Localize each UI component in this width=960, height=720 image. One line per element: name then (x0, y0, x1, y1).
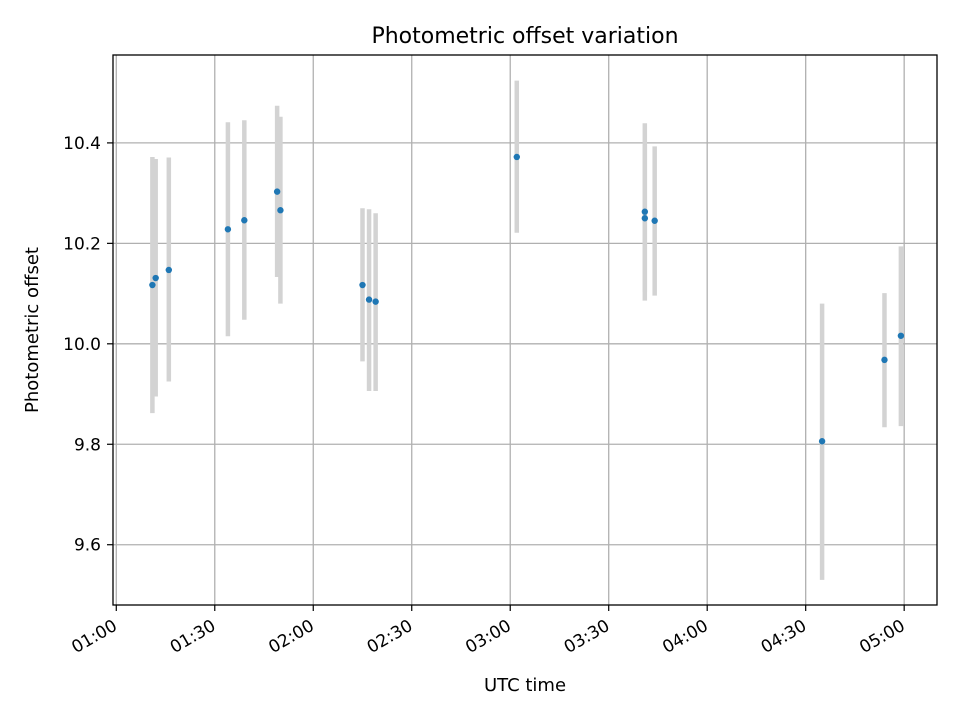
data-point (881, 356, 888, 364)
data-point (149, 281, 156, 289)
y-tick-label: 10.0 (63, 335, 101, 355)
data-point (818, 438, 826, 445)
x-tick-label: 01:30 (167, 616, 219, 658)
data-point (277, 207, 284, 214)
y-tick-label: 9.8 (74, 435, 101, 455)
chart-title: Photometric offset variation (371, 24, 678, 49)
y-axis-label: Photometric offset (22, 247, 43, 413)
y-tick-label: 9.6 (74, 536, 101, 556)
y-axis-ticks: 9.6 9.8 10.0 10.2 10.4 (63, 134, 113, 556)
x-tick-label: 02:00 (265, 616, 317, 658)
grid (113, 55, 937, 605)
x-axis-ticks: 01:00 01:30 02:00 02:30 03:00 03:30 04:00 04:30… (68, 605, 909, 658)
y-tick-label: 10.4 (63, 134, 101, 154)
data-point (372, 298, 379, 305)
x-tick-label: 04:30 (758, 616, 810, 658)
y-tick-label: 10.2 (63, 234, 101, 254)
data-point (513, 153, 520, 161)
x-tick-label: 05:00 (856, 616, 908, 658)
x-tick-label: 02:30 (364, 616, 416, 658)
data-point (165, 266, 173, 274)
data-points (149, 153, 905, 445)
data-point (897, 332, 905, 339)
data-point (365, 296, 373, 303)
data-point (641, 208, 649, 215)
data-point (273, 188, 281, 195)
error-bars (150, 80, 904, 580)
data-point (641, 215, 649, 222)
data-point (241, 217, 248, 224)
x-tick-label: 01:00 (68, 616, 120, 658)
data-point (651, 217, 658, 224)
data-point (224, 226, 232, 233)
data-point (152, 274, 159, 282)
x-axis-label: UTC time (484, 675, 566, 696)
plot-frame (112, 54, 938, 606)
data-point (359, 281, 366, 289)
x-tick-label: 04:00 (659, 616, 711, 658)
x-tick-label: 03:00 (462, 616, 514, 658)
x-tick-label: 03:30 (561, 616, 613, 658)
